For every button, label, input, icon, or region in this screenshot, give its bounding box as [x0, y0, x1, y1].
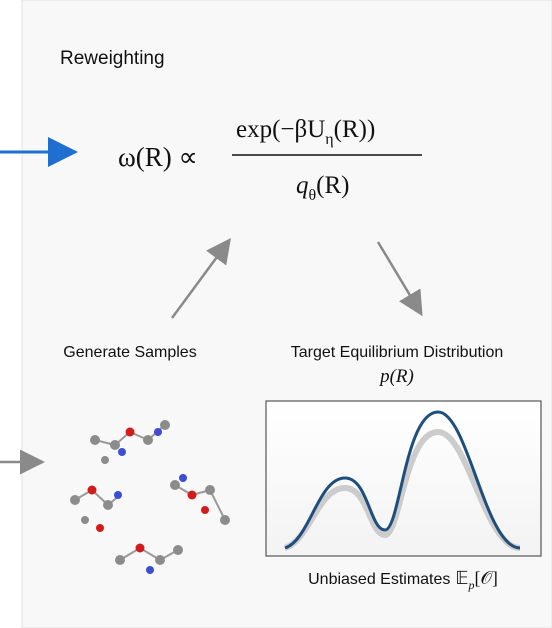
den-tail: (R) [316, 172, 349, 199]
title: Reweighting [60, 48, 165, 69]
num-sub: η [325, 131, 333, 148]
num-tail: (R)) [334, 116, 376, 143]
caption-tail: [𝒪] [475, 568, 498, 588]
page: {"header": {"title": "Reweighting"}, "fo… [0, 0, 552, 628]
target-formula: p(R) [378, 366, 414, 387]
num-head: exp(−βU [236, 116, 325, 143]
den-sub: θ [309, 187, 317, 204]
caption-text: Unbiased Estimates [308, 571, 450, 588]
target-label: Target Equilibrium Distribution [291, 344, 504, 361]
caption-head: 𝔼 [455, 568, 468, 588]
diagram: Reweighting ω(R) ∝ exp(−βUη(R)) qθ(R) Ge… [0, 0, 552, 628]
generate-label: Generate Samples [63, 344, 196, 361]
caption-sub: p [468, 578, 475, 592]
den-head: q [296, 172, 309, 199]
formula-lhs: ω(R) ∝ [118, 142, 198, 172]
